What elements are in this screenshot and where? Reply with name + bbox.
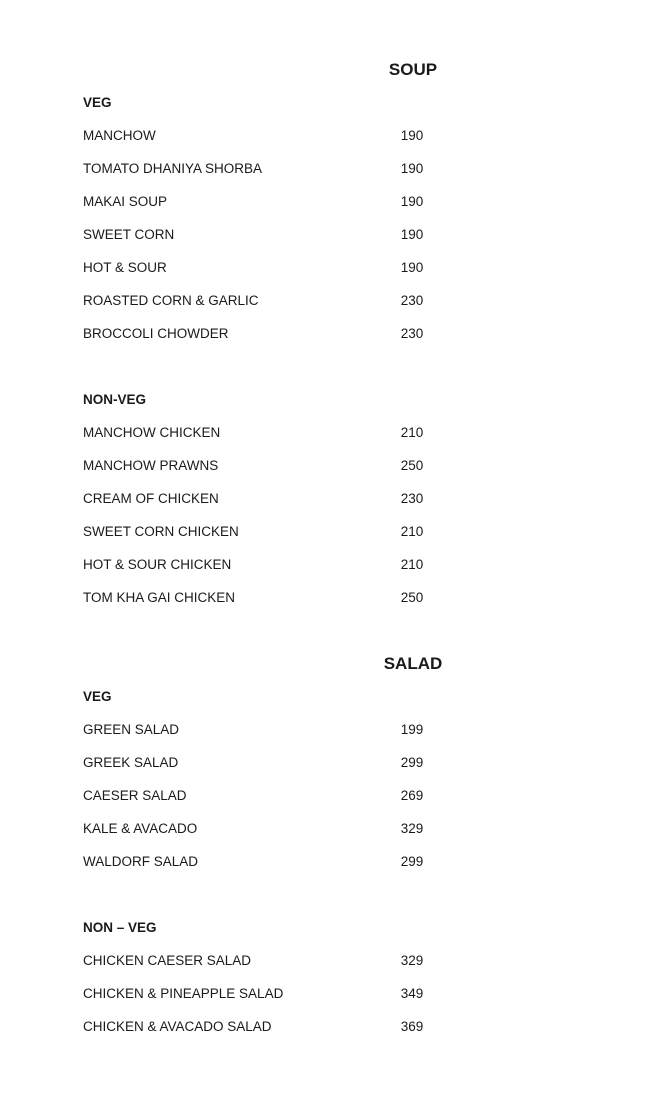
- item-price: 199: [400, 722, 424, 737]
- item-name: CHICKEN CAESER SALAD: [83, 953, 252, 968]
- item-price: 269: [400, 788, 424, 803]
- category-row: NON-VEG: [0, 383, 652, 416]
- item-price: 369: [400, 1019, 424, 1034]
- category-label: NON – VEG: [83, 920, 157, 935]
- item-name: MANCHOW: [83, 128, 156, 143]
- category-label: VEG: [83, 95, 112, 110]
- section-title: SOUP: [388, 60, 438, 79]
- menu-item: TOM KHA GAI CHICKEN 250: [0, 581, 652, 614]
- item-price: 250: [400, 590, 424, 605]
- item-name: CREAM OF CHICKEN: [83, 491, 219, 506]
- category-label: VEG: [83, 689, 112, 704]
- item-name: HOT & SOUR: [83, 260, 167, 275]
- menu-item: GREEK SALAD 299: [0, 746, 652, 779]
- menu-item: CREAM OF CHICKEN 230: [0, 482, 652, 515]
- menu-item: MANCHOW CHICKEN 210: [0, 416, 652, 449]
- item-price: 349: [400, 986, 424, 1001]
- item-name: HOT & SOUR CHICKEN: [83, 557, 232, 572]
- item-price: 230: [400, 326, 424, 341]
- menu-document: SOUP VEG MANCHOW 190 TOMATO DHANIYA SHORBA 19…: [0, 53, 652, 1043]
- item-price: 299: [400, 755, 424, 770]
- menu-item: BROCCOLI CHOWDER 230: [0, 317, 652, 350]
- item-name: MAKAI SOUP: [83, 194, 168, 209]
- menu-item: ROASTED CORN & GARLIC 230: [0, 284, 652, 317]
- item-price: 190: [400, 128, 424, 143]
- item-price: 190: [400, 260, 424, 275]
- item-price: 250: [400, 458, 424, 473]
- item-price: 329: [400, 821, 424, 836]
- menu-item: WALDORF SALAD 299: [0, 845, 652, 878]
- item-name: SWEET CORN CHICKEN: [83, 524, 239, 539]
- item-price: 210: [400, 524, 424, 539]
- item-price: 230: [400, 293, 424, 308]
- item-name: CAESER SALAD: [83, 788, 187, 803]
- item-price: 210: [400, 425, 424, 440]
- item-price: 190: [400, 227, 424, 242]
- menu-item: CHICKEN CAESER SALAD 329: [0, 944, 652, 977]
- section-title-row: SALAD: [0, 647, 652, 680]
- item-name: WALDORF SALAD: [83, 854, 199, 869]
- category-row: VEG: [0, 86, 652, 119]
- item-price: 299: [400, 854, 424, 869]
- item-price: 329: [400, 953, 424, 968]
- menu-item: MAKAI SOUP 190: [0, 185, 652, 218]
- item-name: CHICKEN & AVACADO SALAD: [83, 1019, 272, 1034]
- item-name: TOM KHA GAI CHICKEN: [83, 590, 236, 605]
- menu-item: HOT & SOUR 190: [0, 251, 652, 284]
- item-name: SWEET CORN: [83, 227, 175, 242]
- category-row: NON – VEG: [0, 911, 652, 944]
- menu-item: SWEET CORN CHICKEN 210: [0, 515, 652, 548]
- menu-item: MANCHOW PRAWNS 250: [0, 449, 652, 482]
- item-name: BROCCOLI CHOWDER: [83, 326, 229, 341]
- item-name: GREEN SALAD: [83, 722, 180, 737]
- item-name: GREEK SALAD: [83, 755, 179, 770]
- section-title: SALAD: [383, 654, 443, 673]
- item-name: KALE & AVACADO: [83, 821, 198, 836]
- menu-item: GREEN SALAD 199: [0, 713, 652, 746]
- menu-item: SWEET CORN 190: [0, 218, 652, 251]
- menu-item: HOT & SOUR CHICKEN 210: [0, 548, 652, 581]
- menu-item: CHICKEN & PINEAPPLE SALAD 349: [0, 977, 652, 1010]
- item-price: 190: [400, 161, 424, 176]
- item-name: ROASTED CORN & GARLIC: [83, 293, 259, 308]
- category-label: NON-VEG: [83, 392, 147, 407]
- item-price: 210: [400, 557, 424, 572]
- item-price: 190: [400, 194, 424, 209]
- menu-item: TOMATO DHANIYA SHORBA 190: [0, 152, 652, 185]
- menu-item: CHICKEN & AVACADO SALAD 369: [0, 1010, 652, 1043]
- category-row: VEG: [0, 680, 652, 713]
- menu-item: MANCHOW 190: [0, 119, 652, 152]
- item-name: CHICKEN & PINEAPPLE SALAD: [83, 986, 284, 1001]
- menu-item: KALE & AVACADO 329: [0, 812, 652, 845]
- menu-item: CAESER SALAD 269: [0, 779, 652, 812]
- item-name: TOMATO DHANIYA SHORBA: [83, 161, 263, 176]
- section-title-row: SOUP: [0, 53, 652, 86]
- item-price: 230: [400, 491, 424, 506]
- item-name: MANCHOW CHICKEN: [83, 425, 221, 440]
- item-name: MANCHOW PRAWNS: [83, 458, 219, 473]
